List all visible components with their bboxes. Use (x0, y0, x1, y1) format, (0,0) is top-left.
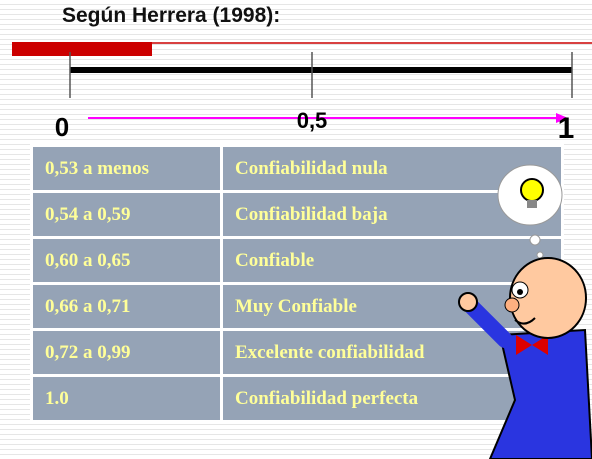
table-row: 1.0 Confiabilidad perfecta (30, 374, 564, 423)
reliability-table: 0,53 a menos Confiabilidad nula 0,54 a 0,5… (30, 144, 564, 423)
range-cell: 0,53 a menos (30, 144, 223, 193)
table-row: 0,53 a menos Confiabilidad nula (30, 144, 564, 193)
range-cell: 0,72 a 0,99 (30, 328, 223, 377)
table-row: 0,54 a 0,59 Confiabilidad baja (30, 190, 564, 239)
scale-label: 0,5 (297, 108, 328, 133)
level-cell: Confiabilidad baja (220, 190, 564, 239)
table-row: 0,66 a 0,71 Muy Confiable (30, 282, 564, 331)
level-cell: Confiable (220, 236, 564, 285)
level-cell: Confiabilidad perfecta (220, 374, 564, 423)
range-cell: 0,54 a 0,59 (30, 190, 223, 239)
scale-label: 1 (558, 112, 575, 145)
level-cell: Excelente confiabilidad (220, 328, 564, 377)
range-cell: 0,60 a 0,65 (30, 236, 223, 285)
arrow-head (556, 113, 568, 123)
scale-label: 0 (55, 112, 69, 142)
range-cell: 1.0 (30, 374, 223, 423)
range-cell: 0,66 a 0,71 (30, 282, 223, 331)
level-cell: Confiabilidad nula (220, 144, 564, 193)
red-bar (12, 42, 152, 56)
table-row: 0,72 a 0,99 Excelente confiabilidad (30, 328, 564, 377)
slide-title: Según Herrera (1998): (62, 4, 281, 27)
level-cell: Muy Confiable (220, 282, 564, 331)
table-row: 0,60 a 0,65 Confiable (30, 236, 564, 285)
